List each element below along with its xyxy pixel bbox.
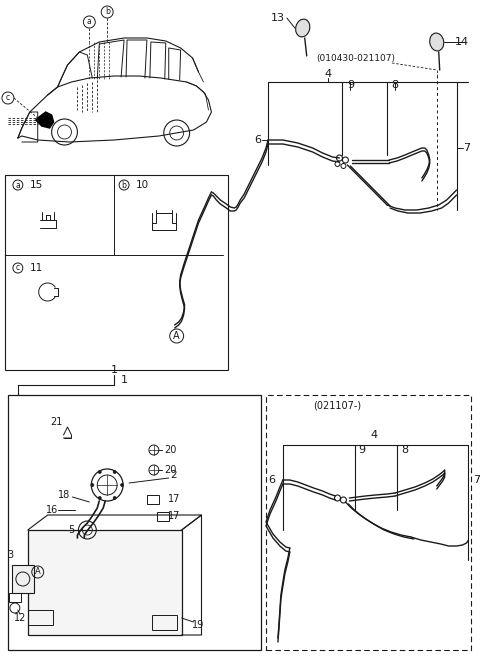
Text: a: a <box>15 180 20 189</box>
Bar <box>9 593 21 602</box>
Text: 16: 16 <box>46 505 58 515</box>
Text: A: A <box>173 331 180 341</box>
Text: 11: 11 <box>30 263 43 273</box>
Bar <box>5 175 228 370</box>
Text: 4: 4 <box>371 430 378 440</box>
Text: 4: 4 <box>324 69 331 79</box>
Text: 21: 21 <box>50 417 63 427</box>
Text: 9: 9 <box>359 445 366 455</box>
Text: b: b <box>105 7 109 17</box>
Bar <box>147 495 159 504</box>
Circle shape <box>120 484 123 486</box>
Text: (010430-021107): (010430-021107) <box>316 54 395 62</box>
Text: 8: 8 <box>392 80 398 90</box>
Text: 7: 7 <box>473 475 480 485</box>
Circle shape <box>98 497 101 499</box>
Bar <box>157 512 169 521</box>
Text: 1: 1 <box>120 375 128 385</box>
Text: 17: 17 <box>168 494 180 504</box>
Bar <box>152 615 177 630</box>
Text: a: a <box>87 17 92 26</box>
Text: 2: 2 <box>170 470 177 480</box>
Ellipse shape <box>296 19 310 37</box>
Text: 3: 3 <box>7 550 13 560</box>
Text: 19: 19 <box>192 620 204 630</box>
Bar <box>28 530 181 635</box>
Text: 20: 20 <box>165 445 177 455</box>
Text: 9: 9 <box>347 80 354 90</box>
Text: c: c <box>6 93 10 103</box>
Text: 8: 8 <box>401 445 408 455</box>
Polygon shape <box>36 112 54 128</box>
Text: 14: 14 <box>455 37 468 47</box>
Text: b: b <box>121 180 127 189</box>
Bar <box>8 395 261 650</box>
Text: 20: 20 <box>165 465 177 475</box>
Circle shape <box>113 497 116 499</box>
Bar <box>12 565 34 593</box>
Text: 5: 5 <box>68 525 74 535</box>
Text: 13: 13 <box>271 13 285 23</box>
Text: 17: 17 <box>168 511 180 521</box>
Text: (021107-): (021107-) <box>312 400 361 410</box>
Text: 10: 10 <box>136 180 149 190</box>
Bar <box>28 610 53 625</box>
Text: 6: 6 <box>254 135 262 145</box>
Text: 12: 12 <box>13 613 26 623</box>
Bar <box>266 395 471 650</box>
Text: 18: 18 <box>59 490 71 500</box>
Text: A: A <box>35 568 41 576</box>
Text: 1: 1 <box>111 365 118 375</box>
Circle shape <box>91 484 94 486</box>
Circle shape <box>113 470 116 474</box>
Ellipse shape <box>430 33 444 51</box>
Text: 7: 7 <box>463 143 470 153</box>
Circle shape <box>98 470 101 474</box>
Text: 6: 6 <box>268 475 276 485</box>
Text: 15: 15 <box>30 180 43 190</box>
Text: c: c <box>16 264 20 272</box>
